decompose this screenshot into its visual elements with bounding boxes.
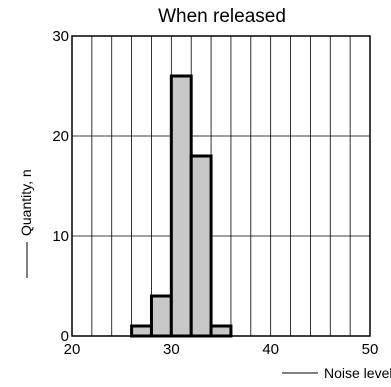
y-axis-label: Quantity, n xyxy=(18,169,34,236)
y-tick-labels: 0 10 20 30 xyxy=(52,28,69,345)
plot-frame xyxy=(71,35,371,337)
histogram-bar xyxy=(169,74,193,338)
histogram-bar xyxy=(189,154,213,338)
x-axis-label: Noise level, dB xyxy=(324,365,391,381)
y-tick-label: 0 xyxy=(61,328,69,345)
x-tick-label: 30 xyxy=(163,341,180,358)
x-tick-label: 50 xyxy=(362,341,379,358)
x-tick-labels: 20 30 40 50 xyxy=(64,341,379,358)
chart-title: When released xyxy=(158,6,286,27)
histogram-bar xyxy=(149,294,173,338)
grid-lines xyxy=(72,36,370,336)
x-tick-label: 40 xyxy=(262,341,279,358)
bars xyxy=(130,74,233,338)
x-tick-label: 20 xyxy=(64,341,81,358)
histogram-bar xyxy=(130,324,153,338)
y-tick-label: 20 xyxy=(52,128,69,145)
y-tick-label: 10 xyxy=(52,228,69,245)
histogram-bar xyxy=(209,324,233,338)
y-tick-label: 30 xyxy=(52,28,69,45)
